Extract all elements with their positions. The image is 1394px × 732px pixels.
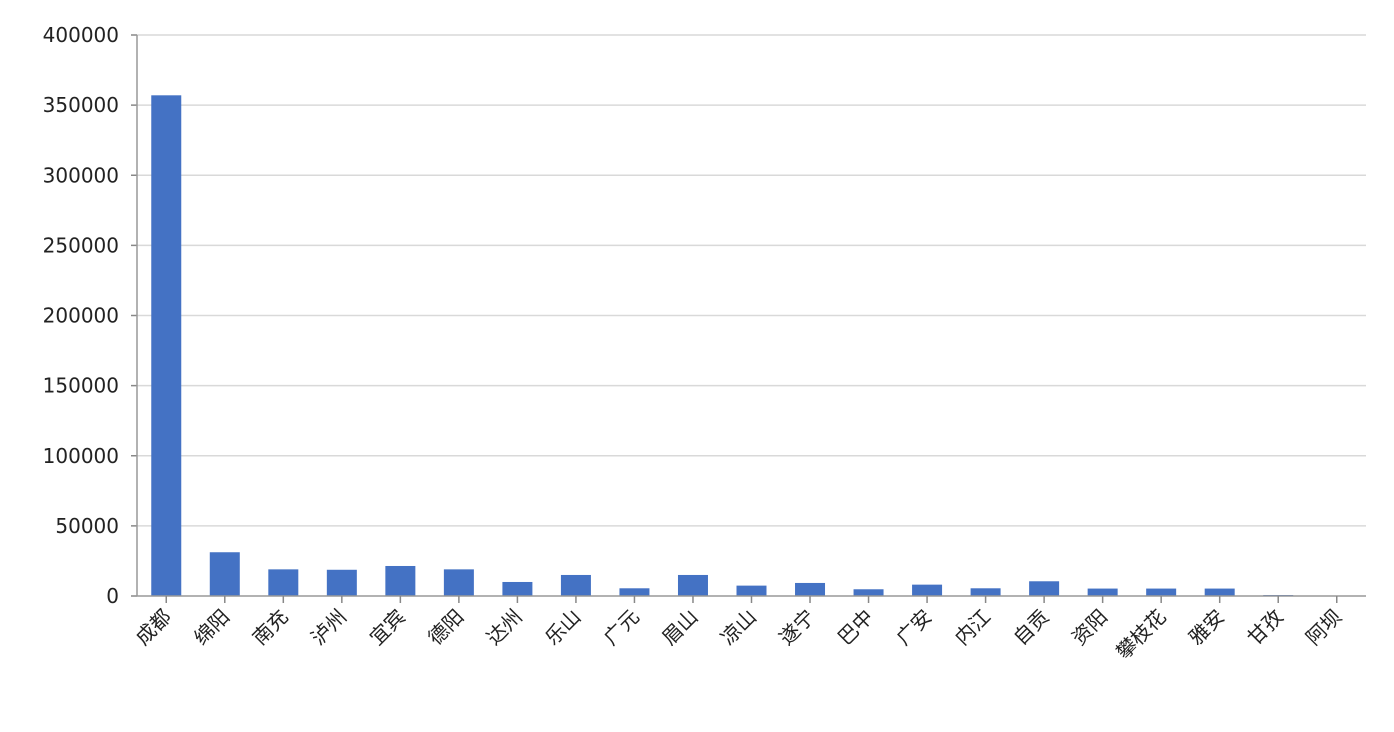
bar <box>1204 588 1235 596</box>
x-tick-label: 乐山 <box>540 605 585 650</box>
bar <box>795 582 826 596</box>
x-tick-label: 宜宾 <box>365 605 410 650</box>
bar <box>853 589 884 596</box>
bar <box>619 588 650 596</box>
bar <box>385 565 416 596</box>
bar <box>268 569 299 596</box>
gridlines <box>137 34 1366 527</box>
x-tick-label: 巴中 <box>833 605 878 650</box>
bar <box>209 552 240 596</box>
x-tick-label: 南充 <box>248 605 293 650</box>
bar <box>560 574 591 596</box>
x-tick-label: 凉山 <box>716 605 761 650</box>
bar <box>1146 588 1177 596</box>
x-axis-ticks: 成都 绵阳 南充 泸州 宜宾 德阳 达州 乐山 广元 眉山 凉山 遂宁 巴中 广安 内江 自贡 资阳 攀枝花 雅安甘… <box>131 596 1346 664</box>
y-tick-label: 400000 <box>43 23 119 47</box>
x-tick-label: 德阳 <box>423 605 468 650</box>
bar <box>912 584 943 596</box>
x-tick-label: 雅安 <box>1184 605 1229 650</box>
x-tick-label: 攀枝花 <box>1111 605 1170 664</box>
bar <box>326 569 357 596</box>
x-tick-label: 资阳 <box>1067 605 1112 650</box>
y-tick-label: 200000 <box>43 304 119 328</box>
x-tick-label: 达州 <box>482 605 527 650</box>
y-tick-label: 250000 <box>43 233 119 257</box>
y-tick-label: 300000 <box>43 163 119 187</box>
bar <box>1029 581 1060 596</box>
x-tick-label: 遂宁 <box>774 605 819 650</box>
bar <box>1087 588 1118 596</box>
bar <box>502 581 533 596</box>
x-tick-label: 成都 <box>131 605 176 650</box>
x-tick-label: 广元 <box>599 605 644 650</box>
x-tick-label: 内江 <box>950 605 995 650</box>
bars <box>151 95 1352 597</box>
y-tick-label: 350000 <box>43 93 119 117</box>
y-tick-label: 0 <box>106 584 119 608</box>
bar <box>151 95 182 597</box>
y-axis-ticks: 0 50000 100000 150000 200000 250000 300000 3500… <box>43 23 137 608</box>
x-tick-label: 眉山 <box>657 605 702 650</box>
x-tick-label: 绵阳 <box>189 605 234 650</box>
bar <box>736 585 767 596</box>
bar <box>443 569 474 596</box>
x-tick-label: 阿坝 <box>1301 605 1346 650</box>
y-tick-label: 100000 <box>43 444 119 468</box>
x-tick-label: 自贡 <box>1008 605 1053 650</box>
bar <box>970 588 1001 596</box>
bar <box>677 574 708 596</box>
x-tick-label: 广安 <box>891 605 936 650</box>
x-tick-label: 甘孜 <box>1242 605 1287 650</box>
x-tick-label: 泸州 <box>306 605 351 650</box>
y-tick-label: 150000 <box>43 374 119 398</box>
y-tick-label: 50000 <box>55 514 119 538</box>
